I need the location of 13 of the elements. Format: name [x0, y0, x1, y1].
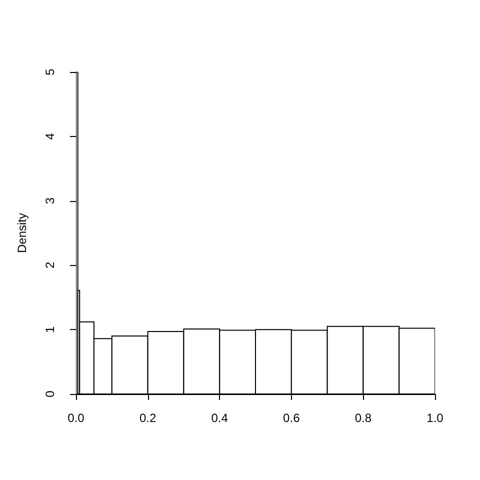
x-tick-label: 1.0 — [426, 411, 444, 425]
x-tick-label: 0.8 — [354, 411, 372, 425]
x-tick-label: 0.2 — [139, 411, 156, 425]
y-tick-label: 1 — [43, 326, 57, 333]
y-axis-title: Density — [15, 212, 29, 254]
y-tick-label: 5 — [43, 68, 57, 76]
x-tick-label: 0.6 — [283, 411, 300, 425]
x-tick-label: 0.4 — [211, 411, 228, 425]
x-tick-label: 0.0 — [68, 411, 85, 425]
y-tick-label: 3 — [43, 197, 57, 204]
y-tick-label: 2 — [43, 262, 57, 269]
y-tick-label: 0 — [43, 390, 57, 398]
y-tick-label: 4 — [43, 132, 57, 140]
